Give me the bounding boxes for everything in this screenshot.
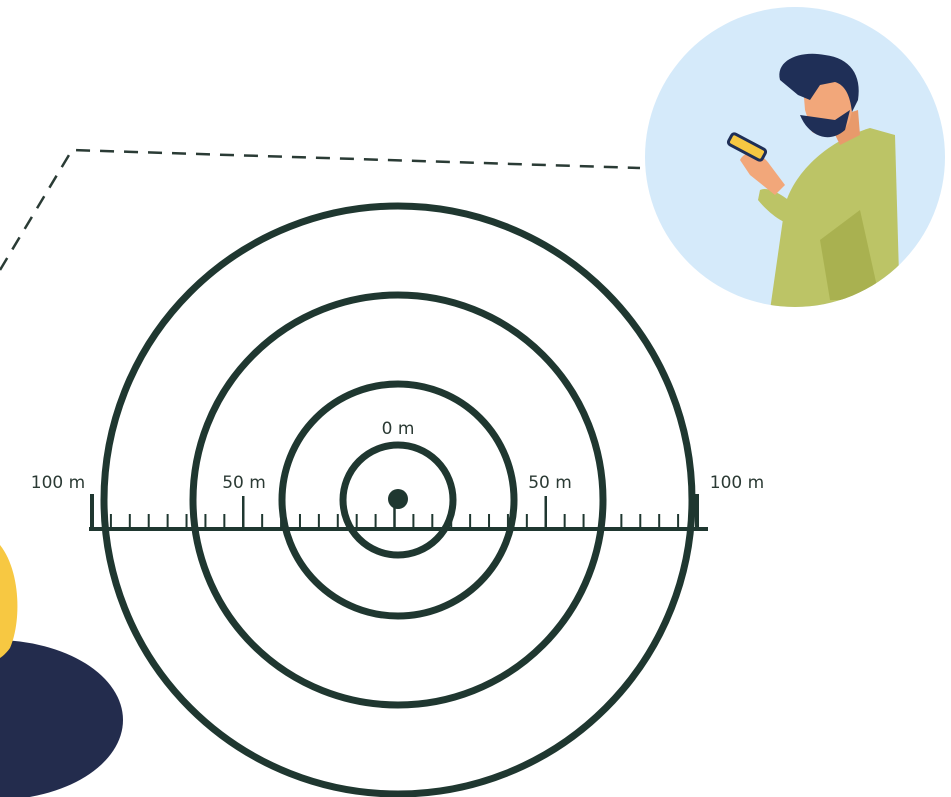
scale-label: 0 m <box>382 419 415 439</box>
person-partial <box>0 545 123 797</box>
scale-label: 50 m <box>222 473 266 493</box>
scale-label: 100 m <box>31 473 85 493</box>
dashed-connector <box>0 150 640 270</box>
center-dot <box>388 489 408 509</box>
scale-label: 50 m <box>528 473 572 493</box>
page: {"scale": {"center_label": "0 m", "left_… <box>0 0 951 797</box>
illustration: 100 m 50 m 0 m 50 m 100 m <box>0 0 951 797</box>
person-with-phone <box>645 7 945 310</box>
scale-label: 100 m <box>710 473 764 493</box>
